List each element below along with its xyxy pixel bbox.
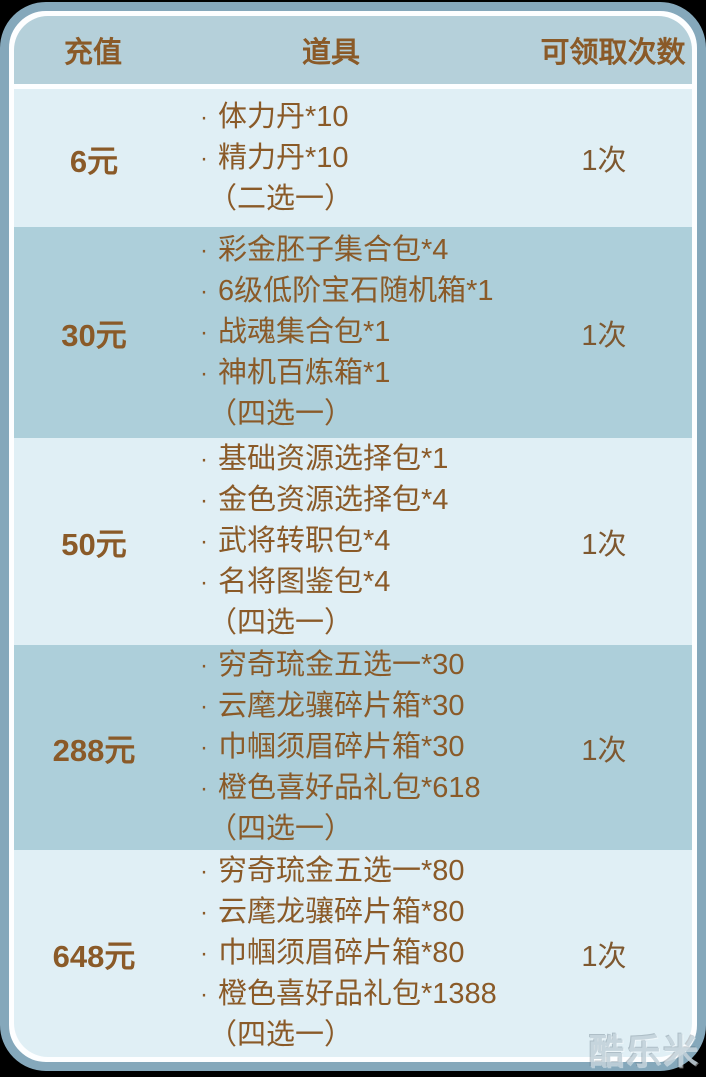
item-text: 穷奇琉金五选一*30 [218, 649, 465, 681]
item-list: · 体力丹*10 · 精力丹*10 （二选一） [194, 97, 516, 220]
choose-one-note: （四选一） [208, 813, 354, 845]
bullet-dot: · [200, 144, 208, 172]
bullet-dot: · [200, 775, 208, 802]
choose-one-note: （四选一） [208, 398, 354, 430]
item-text: 神机百炼箱*1 [218, 357, 391, 389]
table-row: 648元 · 穷奇琉金五选一*80 · 云麾龙骧碎片箱*80 · 巾帼须眉碎片箱*80 · 橙… [14, 850, 692, 1057]
bullet-dot: · [200, 734, 208, 761]
item-text: 体力丹*10 [218, 100, 349, 133]
bullet-dot: · [200, 858, 208, 885]
item-line: · 基础资源选择包*1 [200, 439, 516, 480]
claim-count: 1次 [581, 734, 627, 767]
item-line: · 云麾龙骧碎片箱*30 [200, 686, 516, 727]
item-line: · 精力丹*10 [200, 138, 516, 179]
item-line: · 神机百炼箱*1 [200, 353, 516, 394]
item-line: · 橙色喜好品礼包*1388 [200, 974, 516, 1015]
recharge-amount: 6元 [69, 143, 119, 179]
bullet-dot: · [200, 446, 208, 473]
table-row: 50元 · 基础资源选择包*1 · 金色资源选择包*4 · 武将转职包*4 · 名将图鉴包*4… [14, 438, 692, 645]
item-line: · 穷奇琉金五选一*30 [200, 645, 516, 686]
item-line: · 穷奇琉金五选一*80 [200, 851, 516, 892]
claim-count: 1次 [581, 940, 627, 973]
item-line: · 彩金胚子集合包*4 [200, 230, 516, 271]
item-line: · 战魂集合包*1 [200, 312, 516, 353]
item-text: 精力丹*10 [218, 141, 349, 174]
item-text: 金色资源选择包*4 [218, 484, 449, 516]
item-line: · 橙色喜好品礼包*618 [200, 768, 516, 809]
bullet-dot: · [200, 528, 208, 555]
choose-one-note: （四选一） [208, 607, 354, 639]
bullet-dot: · [200, 487, 208, 514]
item-text: 橙色喜好品礼包*618 [218, 772, 481, 804]
bullet-dot: · [200, 360, 208, 387]
claim-count: 1次 [581, 319, 627, 352]
item-line: · 名将图鉴包*4 [200, 562, 516, 603]
recharge-amount: 30元 [61, 318, 127, 353]
bullet-dot: · [200, 237, 208, 264]
item-text: 云麾龙骧碎片箱*80 [218, 896, 465, 928]
item-line: · 巾帼须眉碎片箱*80 [200, 933, 516, 974]
bullet-dot: · [200, 278, 208, 305]
item-text: 名将图鉴包*4 [218, 566, 391, 598]
bullet-dot: · [200, 981, 208, 1008]
bullet-dot: · [200, 693, 208, 720]
table-body: 6元 · 体力丹*10 · 精力丹*10 （二选一） 1次 30元 · 彩金胚子集合包*4… [14, 89, 692, 1057]
item-line: · 6级低阶宝石随机箱*1 [200, 271, 516, 312]
item-line: · 云麾龙骧碎片箱*80 [200, 892, 516, 933]
item-text: 战魂集合包*1 [218, 316, 391, 348]
table-row: 6元 · 体力丹*10 · 精力丹*10 （二选一） 1次 [14, 89, 692, 227]
claim-count: 1次 [581, 528, 627, 561]
item-text: 橙色喜好品礼包*1388 [218, 978, 497, 1010]
table-row: 30元 · 彩金胚子集合包*4 · 6级低阶宝石随机箱*1 · 战魂集合包*1 · 神机百炼箱… [14, 227, 692, 438]
bullet-dot: · [200, 319, 208, 346]
reward-table: 充值 道具 可领取次数 6元 · 体力丹*10 · 精力丹*10 （二选一） 1次 30… [14, 16, 692, 1057]
item-list: · 穷奇琉金五选一*80 · 云麾龙骧碎片箱*80 · 巾帼须眉碎片箱*80 · 橙色喜好品礼… [194, 851, 516, 1056]
item-text: 云麾龙骧碎片箱*30 [218, 690, 465, 722]
recharge-amount: 288元 [52, 733, 136, 768]
recharge-amount: 648元 [52, 939, 136, 974]
claim-count: 1次 [581, 145, 627, 177]
item-text: 穷奇琉金五选一*80 [218, 855, 465, 887]
bullet-dot: · [200, 899, 208, 926]
recharge-amount: 50元 [61, 527, 127, 562]
item-text: 巾帼须眉碎片箱*30 [218, 731, 465, 763]
item-list: · 彩金胚子集合包*4 · 6级低阶宝石随机箱*1 · 战魂集合包*1 · 神机百炼箱*1 （四… [194, 230, 516, 435]
item-line: · 体力丹*10 [200, 97, 516, 138]
item-text: 6级低阶宝石随机箱*1 [218, 275, 494, 307]
header-items: 道具 [301, 37, 360, 69]
header-recharge: 充值 [63, 37, 122, 69]
item-text: 巾帼须眉碎片箱*80 [218, 937, 465, 969]
table-row: 288元 · 穷奇琉金五选一*30 · 云麾龙骧碎片箱*30 · 巾帼须眉碎片箱*30 · 橙… [14, 645, 692, 850]
item-list: · 基础资源选择包*1 · 金色资源选择包*4 · 武将转职包*4 · 名将图鉴包*4 （四选一… [194, 439, 516, 644]
table-header-row: 充值 道具 可领取次数 [14, 16, 692, 84]
bullet-dot: · [200, 940, 208, 967]
bullet-dot: · [200, 569, 208, 596]
item-text: 基础资源选择包*1 [218, 443, 449, 475]
bullet-dot: · [200, 652, 208, 679]
bullet-dot: · [200, 103, 208, 131]
header-claim-count: 可领取次数 [540, 37, 686, 69]
item-list: · 穷奇琉金五选一*30 · 云麾龙骧碎片箱*30 · 巾帼须眉碎片箱*30 · 橙色喜好品礼… [194, 645, 516, 850]
choose-one-note: （四选一） [208, 1019, 354, 1051]
item-line: · 巾帼须眉碎片箱*30 [200, 727, 516, 768]
watermark-logo: 酷乐米 [588, 1033, 700, 1072]
item-line: · 武将转职包*4 [200, 521, 516, 562]
item-text: 武将转职包*4 [218, 525, 391, 557]
item-line: · 金色资源选择包*4 [200, 480, 516, 521]
choose-one-note: （二选一） [208, 182, 354, 215]
item-text: 彩金胚子集合包*4 [218, 234, 449, 266]
